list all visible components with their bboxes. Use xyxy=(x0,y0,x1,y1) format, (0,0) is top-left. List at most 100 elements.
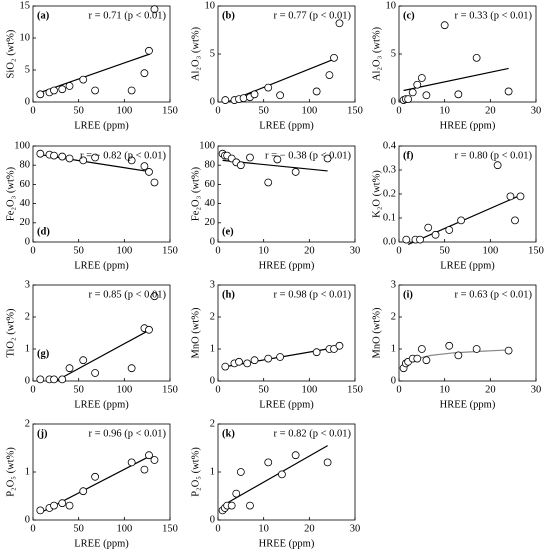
panel-label: (b) xyxy=(222,10,235,21)
data-point xyxy=(150,456,159,464)
correlation-annotation: r = 0.98 (p < 0.01) xyxy=(274,289,352,300)
x-tick-label: 20 xyxy=(485,105,496,116)
x-axis-label: LREE (ppm) xyxy=(440,260,495,271)
y-tick-label: 20 xyxy=(205,217,216,228)
data-point xyxy=(227,501,236,510)
data-point xyxy=(50,375,58,384)
x-tick-label: 100 xyxy=(116,523,132,534)
data-point xyxy=(264,354,273,363)
y-tick-label: 0 xyxy=(210,375,215,386)
y-tick-label: 40 xyxy=(205,198,216,209)
data-point xyxy=(140,69,149,78)
data-point xyxy=(454,90,463,99)
y-tick-label: 60 xyxy=(205,179,216,190)
x-axis-label: HREE (ppm) xyxy=(440,399,496,410)
data-point xyxy=(50,86,58,95)
correlation-annotation: r = 0.96 (p < 0.01) xyxy=(89,428,167,439)
y-tick-label: 20 xyxy=(20,217,31,228)
data-point xyxy=(91,86,100,95)
x-tick-label: 0 xyxy=(30,523,35,534)
data-point xyxy=(145,46,153,55)
plot-frame xyxy=(32,284,171,382)
correlation-annotation: r = 0.77 (p < 0.01) xyxy=(274,10,352,21)
panel-label: (g) xyxy=(37,349,50,360)
x-tick-label: 50 xyxy=(258,105,269,116)
data-point xyxy=(58,375,67,384)
correlation-annotation: r = 0.82 (p < 0.01) xyxy=(274,428,352,439)
data-point xyxy=(58,499,67,508)
x-tick-label: 30 xyxy=(350,523,361,534)
x-tick-label: 50 xyxy=(258,384,269,395)
x-tick-label: 20 xyxy=(485,384,496,395)
data-point xyxy=(440,21,449,30)
x-tick-label: 20 xyxy=(304,245,315,256)
y-tick-label: 2 xyxy=(210,418,215,429)
x-tick-label: 0 xyxy=(396,245,401,256)
x-tick-label: 50 xyxy=(73,105,84,116)
y-tick-label: 3 xyxy=(391,279,396,290)
y-tick-label: 0 xyxy=(25,96,30,107)
data-point xyxy=(58,85,67,94)
data-point xyxy=(493,161,502,170)
correlation-annotation: r = 0.63 (p < 0.01) xyxy=(455,289,533,300)
y-tick-label: 0 xyxy=(391,375,396,386)
data-point xyxy=(422,356,431,365)
data-point xyxy=(50,151,58,160)
y-axis-label: P₂O₅ (wt%) xyxy=(190,447,201,497)
plot-frame xyxy=(217,284,356,382)
x-tick-label: 150 xyxy=(162,105,178,116)
x-tick-label: 30 xyxy=(531,384,542,395)
data-point xyxy=(312,348,321,357)
data-point xyxy=(36,375,45,384)
y-tick-label: 2 xyxy=(210,311,215,322)
data-point xyxy=(79,487,88,496)
trend-line xyxy=(55,329,151,382)
data-point xyxy=(65,82,74,90)
trend-line xyxy=(40,53,151,93)
data-point xyxy=(417,345,426,353)
y-axis-label: MnO (wt%) xyxy=(371,307,382,359)
data-point xyxy=(335,19,344,28)
y-tick-label: 100 xyxy=(199,140,215,151)
plot-frame xyxy=(32,145,171,243)
y-tick-label: 60 xyxy=(20,179,31,190)
panel-label: (a) xyxy=(37,10,50,21)
data-point xyxy=(250,90,259,99)
x-tick-label: 150 xyxy=(347,105,363,116)
y-tick-label: 5 xyxy=(391,48,396,59)
x-tick-label: 10 xyxy=(258,245,269,256)
data-point xyxy=(243,359,252,368)
y-tick-label: 0.4 xyxy=(383,140,397,151)
data-point xyxy=(246,153,254,162)
x-tick-label: 100 xyxy=(116,384,132,395)
plot-frame xyxy=(217,145,356,243)
x-tick-label: 20 xyxy=(304,523,315,534)
data-point xyxy=(65,154,74,163)
x-tick-label: 0 xyxy=(215,523,220,534)
panel-label: (h) xyxy=(222,289,235,300)
x-tick-label: 0 xyxy=(396,105,401,116)
correlation-annotation: r = 0.80 (p < 0.01) xyxy=(455,150,533,161)
x-axis-label: LREE (ppm) xyxy=(74,260,129,271)
data-point xyxy=(127,364,136,373)
y-tick-label: 0.2 xyxy=(383,188,396,199)
x-axis-label: HREE (ppm) xyxy=(259,260,315,271)
y-tick-label: 0 xyxy=(25,236,30,247)
data-point xyxy=(145,168,153,176)
x-tick-label: 50 xyxy=(439,245,450,256)
y-axis-label: SiO₂ (wt%) xyxy=(5,29,16,78)
y-tick-label: 1 xyxy=(210,343,215,354)
panel-label: (d) xyxy=(37,226,50,237)
data-point xyxy=(36,506,45,515)
data-point xyxy=(424,223,433,232)
x-axis-label: LREE (ppm) xyxy=(74,538,129,549)
y-tick-label: 80 xyxy=(20,160,31,171)
x-axis-label: LREE (ppm) xyxy=(259,120,314,131)
data-point xyxy=(140,465,149,474)
y-tick-label: 0 xyxy=(25,514,30,525)
y-tick-label: 1 xyxy=(25,343,30,354)
y-tick-label: 10 xyxy=(386,0,397,11)
x-tick-label: 10 xyxy=(439,384,450,395)
